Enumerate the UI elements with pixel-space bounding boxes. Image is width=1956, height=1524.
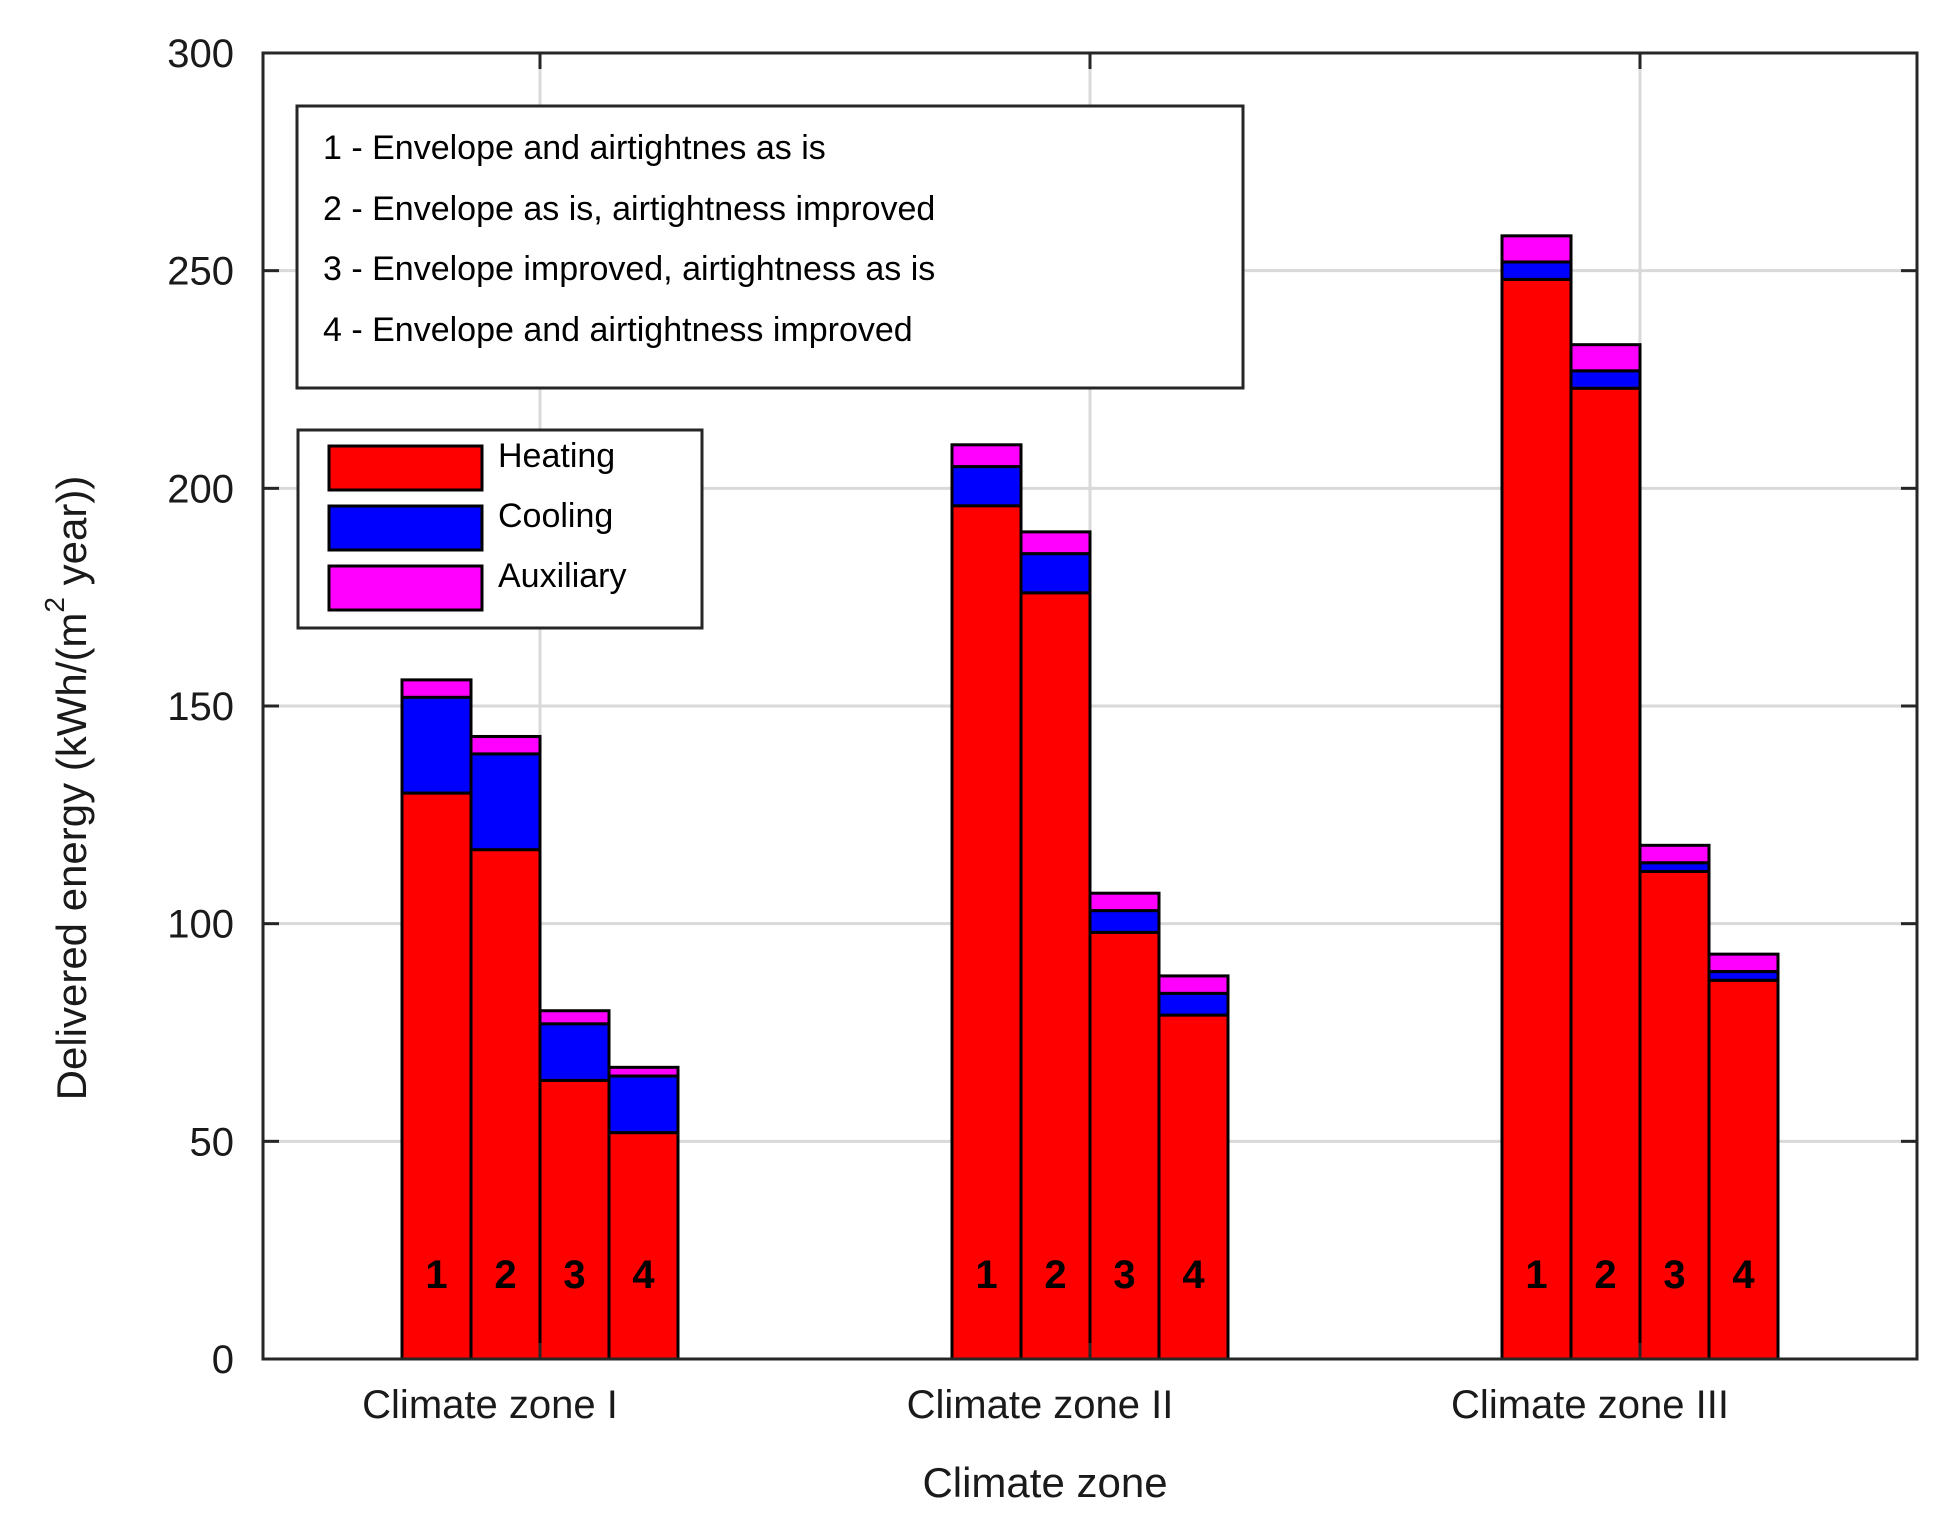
legend-label-cooling: Cooling <box>498 497 613 535</box>
bar-segment-auxiliary <box>607 1065 680 1078</box>
bar-number-label: 3 <box>563 1253 585 1297</box>
scenario-legend-item-3: 3 - Envelope improved, airtightness as i… <box>323 250 935 288</box>
scenario-legend-item-4: 4 - Envelope and airtightness improved <box>323 311 913 349</box>
axis-ticks: 0 50 100 150 200 250 300 Climate zone I Climate … <box>167 32 1917 1427</box>
bar-segment-cooling <box>469 752 542 852</box>
y-tick-label: 150 <box>167 685 234 729</box>
bar-segment-heating <box>1569 386 1642 1361</box>
bar-number-label: 4 <box>632 1253 655 1297</box>
bar-segment-auxiliary <box>1500 234 1573 264</box>
bar-segment-auxiliary <box>1638 843 1711 865</box>
bar-segment-heating <box>1088 930 1161 1361</box>
bar-segment-auxiliary <box>1019 530 1092 556</box>
bar-number-label: 1 <box>1525 1253 1547 1297</box>
bar-segment-cooling <box>950 465 1023 508</box>
bar-segment-auxiliary <box>1157 974 1230 995</box>
bar-number-label: 2 <box>1044 1253 1066 1297</box>
y-tick-label: 300 <box>167 32 234 76</box>
bar-segment-auxiliary <box>538 1009 611 1026</box>
y-tick-label: 50 <box>190 1120 235 1164</box>
bar-segment-heating <box>1019 591 1092 1361</box>
bar-segment-cooling <box>1157 991 1230 1017</box>
scenario-legend-item-2: 2 - Envelope as is, airtightness improve… <box>323 190 935 228</box>
bar-number-label: 1 <box>425 1253 447 1297</box>
x-tick-label: Climate zone II <box>907 1383 1174 1427</box>
bar-segment-auxiliary <box>1707 952 1780 974</box>
bar-segment-heating <box>1500 277 1573 1361</box>
bar-segment-cooling <box>1088 909 1161 934</box>
bar-segment-heating <box>950 504 1023 1361</box>
bar-segment-heating <box>1157 1013 1230 1361</box>
bar-segment-heating <box>607 1131 680 1361</box>
y-tick-label: 250 <box>167 250 234 294</box>
bar-number-label: 4 <box>1732 1253 1755 1297</box>
bar-number-label: 4 <box>1182 1253 1205 1297</box>
bar-segment-cooling <box>607 1074 680 1135</box>
bar-number-label: 3 <box>1663 1253 1685 1297</box>
y-tick-label: 0 <box>212 1338 234 1382</box>
legend-label-heating: Heating <box>498 437 615 475</box>
legend-swatch-cooling <box>327 504 484 552</box>
bar-segment-heating <box>1707 978 1780 1361</box>
scenario-legend-item-1: 1 - Envelope and airtightnes as is <box>323 129 826 167</box>
bar-segment-auxiliary <box>1569 343 1642 373</box>
bar-segment-cooling <box>538 1022 611 1082</box>
bar-number-label: 3 <box>1113 1253 1135 1297</box>
bar-segment-heating <box>538 1078 611 1361</box>
bar-labels: 1 2 3 4 1 2 3 4 1 2 3 4 <box>425 1253 1755 1297</box>
bar-segment-auxiliary <box>1088 891 1161 913</box>
bars <box>400 234 1780 1361</box>
bar-number-label: 2 <box>494 1253 516 1297</box>
bar-segment-auxiliary <box>469 734 542 756</box>
scenario-legend-box <box>295 104 1245 390</box>
legend-label-auxiliary: Auxiliary <box>498 557 626 595</box>
bar-segment-cooling <box>400 695 473 795</box>
bar-segment-heating <box>400 791 473 1361</box>
legend-swatch-heating <box>327 444 484 492</box>
bar-segment-cooling <box>1500 260 1573 281</box>
bar-number-label: 2 <box>1594 1253 1616 1297</box>
bar-segment-heating <box>1638 869 1711 1361</box>
y-axis-title: Delivered energy (kWh/(m2 year)) <box>39 476 95 1101</box>
legend-swatch-auxiliary <box>327 564 484 612</box>
x-tick-label: Climate zone III <box>1451 1383 1729 1427</box>
scenario-legend: 1 - Envelope and airtightnes as is 2 - E… <box>295 104 1245 390</box>
bar-segment-auxiliary <box>400 678 473 699</box>
y-tick-label: 100 <box>167 903 234 947</box>
series-legend: Heating Cooling Auxiliary <box>296 428 704 630</box>
x-tick-label: Climate zone I <box>362 1383 618 1427</box>
bar-number-label: 1 <box>975 1253 997 1297</box>
bar-segment-cooling <box>1569 369 1642 390</box>
x-axis-title: Climate zone <box>922 1459 1167 1506</box>
y-tick-label: 200 <box>167 467 234 511</box>
bar-segment-cooling <box>1019 552 1092 595</box>
bar-segment-auxiliary <box>950 443 1023 469</box>
